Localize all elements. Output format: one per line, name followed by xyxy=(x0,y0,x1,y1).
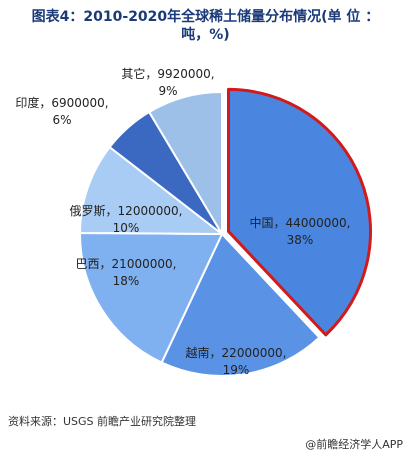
pie-slice-1 xyxy=(227,87,373,337)
pie-slice-6 xyxy=(148,91,223,235)
slice-label-1: 中国，44000000, 38% xyxy=(250,215,351,247)
slice-label-5: 印度，6900000, 6% xyxy=(15,95,108,127)
slice-label-4: 俄罗斯，12000000, 10% xyxy=(70,204,183,235)
chart-title: 图表4：2010-2020年全球稀土储量分布情况(单 位 ： 吨，%) xyxy=(0,8,411,44)
pie-slice-3 xyxy=(78,231,223,364)
slice-label-6: 其它，9920000, 9% xyxy=(121,66,214,98)
chart-title-line-1: 图表4：2010-2020年全球稀土储量分布情况(单 位 ： xyxy=(31,9,380,25)
credit-note: @前瞻经济学人APP xyxy=(305,438,403,451)
source-note: 资料来源：USGS 前瞻产业研究院整理 xyxy=(8,415,197,428)
pie-slice-4 xyxy=(79,146,223,235)
pie-slice-2 xyxy=(160,233,321,377)
chart-title-line-2: 吨，%) xyxy=(181,27,230,43)
slice-label-2: 越南，22000000, 19% xyxy=(186,345,287,377)
pie-chart: 中国，44000000, 38% 越南，22000000, 19% 巴西，2100000… xyxy=(15,66,373,377)
slice-label-3: 巴西，21000000, 18% xyxy=(76,257,177,288)
